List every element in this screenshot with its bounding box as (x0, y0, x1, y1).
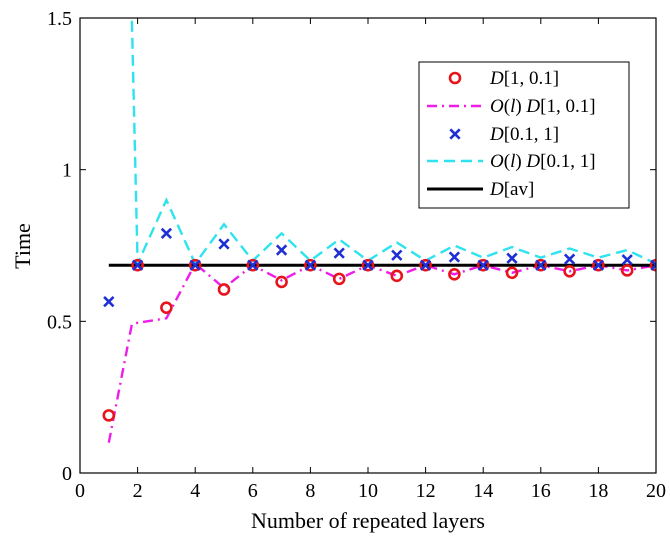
data-point (246, 258, 260, 272)
data-point (448, 268, 461, 281)
series-layer (102, 18, 656, 443)
data-point (563, 253, 576, 265)
ticks-layer: 0 2 4 6 8 10 12 14 16 18 20 0 0.5 1 1.5 (47, 8, 666, 502)
data-point (534, 258, 548, 272)
data-point (592, 258, 605, 272)
data-point (189, 259, 201, 271)
data-point (620, 264, 634, 277)
series-d2 (103, 227, 656, 308)
data-point (535, 259, 547, 271)
data-point (621, 254, 633, 266)
data-point (449, 128, 461, 140)
data-point (332, 272, 346, 286)
data-point (477, 259, 489, 271)
data-point (304, 259, 317, 271)
x-tick-label: 14 (473, 480, 493, 502)
legend-label: O(l) D[0.1, 1] (490, 151, 596, 172)
data-point (218, 238, 230, 250)
x-tick-label: 12 (416, 480, 436, 502)
y-tick-label: 0.5 (47, 311, 72, 333)
data-point (217, 283, 231, 296)
x-tick-label: 20 (646, 480, 666, 502)
x-tick-label: 10 (358, 480, 378, 502)
data-point (391, 249, 403, 261)
y-axis-label: Time (10, 223, 35, 269)
legend-label: D[1, 0.1] (489, 68, 559, 89)
data-point (505, 266, 519, 280)
data-point (592, 259, 605, 271)
y-tick-label: 1.5 (47, 8, 72, 30)
data-point (275, 244, 288, 256)
data-point (131, 258, 144, 272)
data-point (103, 295, 115, 308)
series-o2 (130, 18, 656, 267)
legend-label: D[0.1, 1] (489, 124, 559, 145)
data-point (275, 275, 288, 289)
x-tick-label: 8 (305, 480, 315, 502)
data-point (362, 259, 374, 271)
data-point (448, 251, 461, 263)
data-point (304, 258, 317, 272)
data-point (649, 258, 656, 272)
x-tick-label: 2 (133, 480, 143, 502)
legend-label: O(l) D[1, 0.1] (490, 96, 596, 117)
data-point (650, 259, 656, 271)
y-tick-label: 1 (62, 160, 72, 182)
data-point (333, 247, 345, 259)
x-tick-label: 18 (588, 480, 608, 502)
x-axis-label: Number of repeated layers (251, 508, 485, 533)
data-point (160, 227, 173, 240)
y-tick-label: 0 (62, 463, 72, 485)
data-point (131, 259, 144, 271)
data-point (247, 259, 259, 271)
data-point (563, 264, 576, 278)
data-point (476, 258, 490, 272)
data-point (160, 301, 173, 314)
series-d1 (102, 258, 656, 422)
data-point (448, 71, 462, 85)
data-point (506, 252, 518, 264)
data-point (102, 409, 116, 422)
data-point (419, 259, 432, 271)
legend-label: D[av] (489, 179, 534, 200)
series-line (130, 18, 656, 267)
x-tick-label: 16 (531, 480, 551, 502)
x-tick-label: 0 (75, 480, 85, 502)
data-point (361, 258, 375, 272)
x-tick-label: 6 (248, 480, 258, 502)
x-tick-label: 4 (190, 480, 200, 502)
data-point (390, 269, 404, 283)
legend: D[1, 0.1] O(l) D[1, 0.1] D[0.1, 1] O(l) D[0… (418, 61, 630, 209)
data-point (188, 258, 202, 272)
data-point (419, 258, 432, 272)
